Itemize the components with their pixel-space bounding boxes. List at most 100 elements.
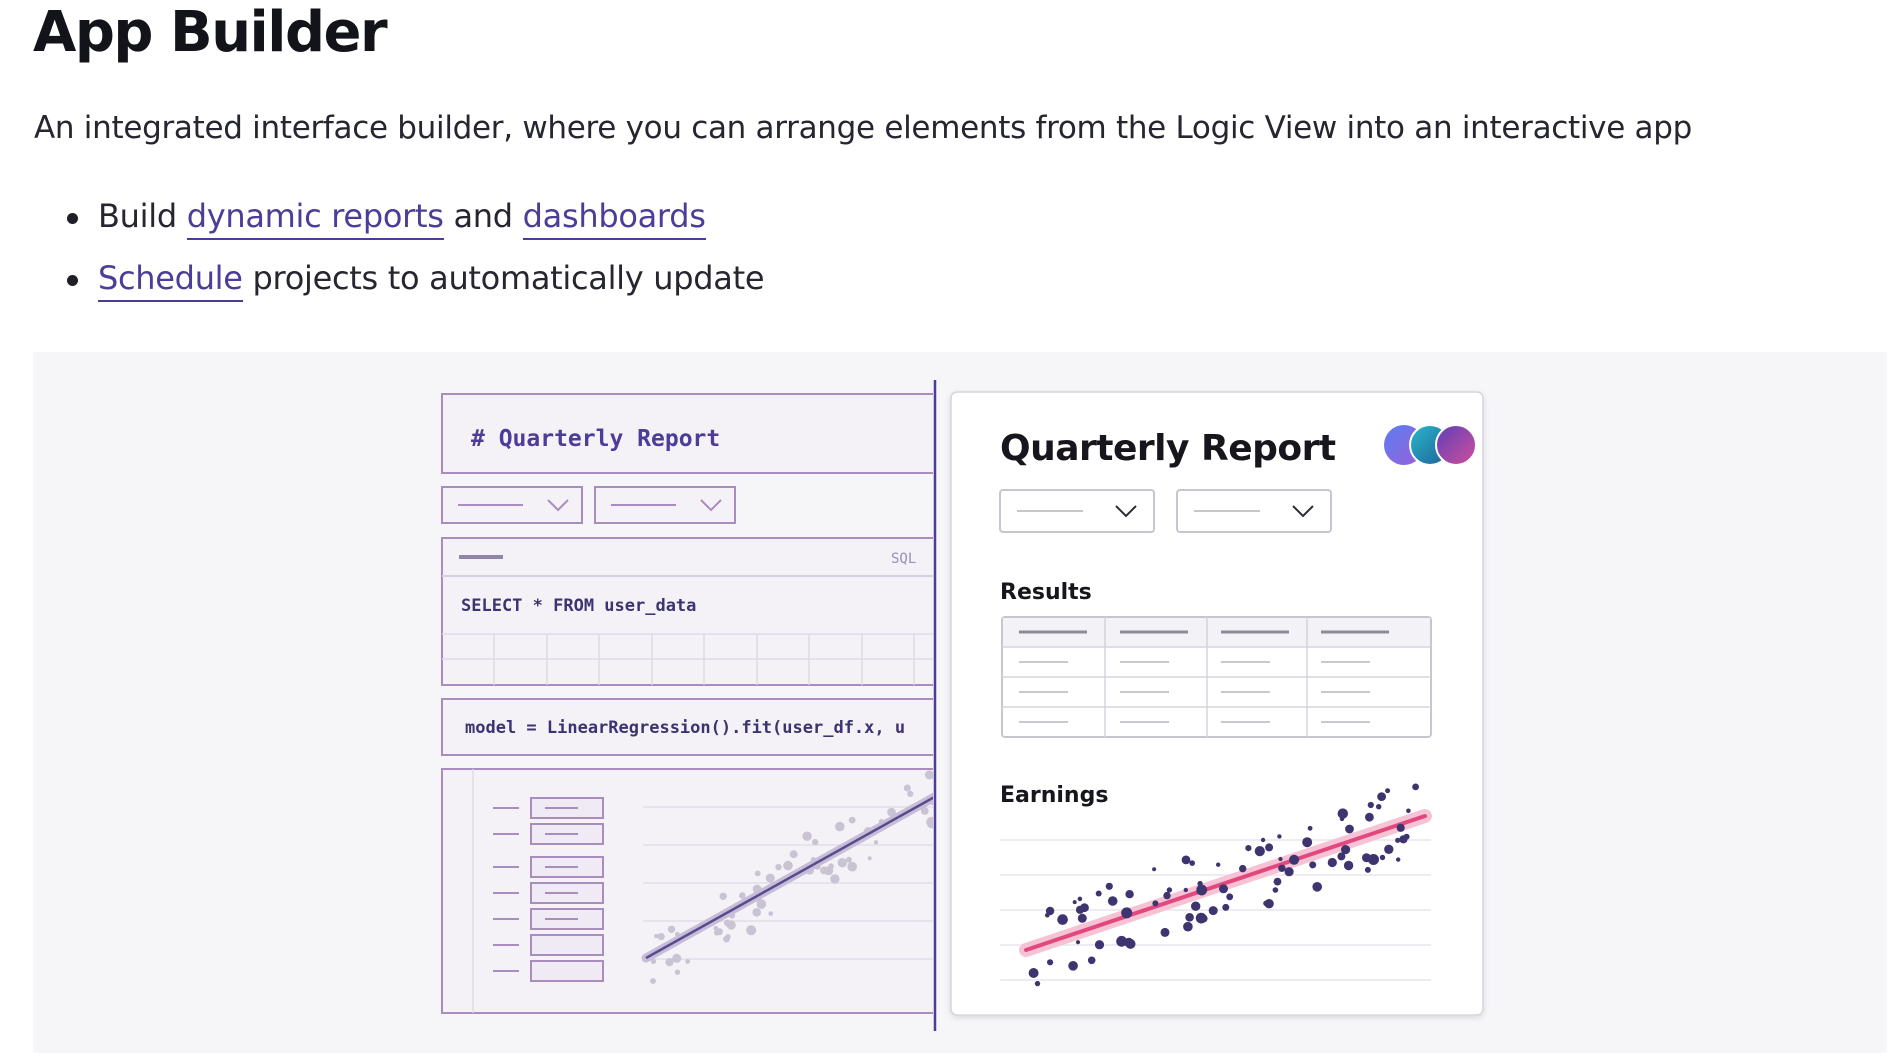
sql-badge: SQL	[891, 551, 916, 567]
scatter-point	[924, 770, 933, 780]
scatter-point	[1302, 837, 1313, 848]
scatter-point	[1365, 812, 1374, 822]
logic-dropdown-1	[441, 486, 583, 524]
scatter-point	[1264, 899, 1274, 909]
scatter-point	[1265, 843, 1274, 852]
scatter-point	[1189, 860, 1195, 866]
scatter-point	[830, 874, 840, 884]
feature-list: Build dynamic reports and dashboards Sch…	[66, 197, 765, 322]
scatter-point	[1219, 884, 1228, 894]
earnings-regression-line	[1024, 814, 1427, 952]
scatter-point	[1396, 857, 1401, 862]
app-dropdown-2[interactable]	[1176, 489, 1332, 533]
chevron-down-icon	[1292, 505, 1314, 518]
scatter-point	[1395, 837, 1401, 843]
scatter-point	[1105, 882, 1113, 890]
scatter-point	[1367, 801, 1374, 809]
chevron-down-icon	[547, 499, 569, 512]
scatter-point	[1163, 891, 1171, 900]
scatter-point	[714, 929, 720, 936]
scatter-point	[1337, 852, 1346, 861]
scatter-point	[674, 969, 681, 975]
scatter-point	[1183, 887, 1189, 893]
scatter-point	[775, 863, 782, 871]
sql-cell: SQL SELECT * FROM user_data	[441, 537, 933, 686]
python-cell: model = LinearRegression().fit(user_df.x…	[441, 698, 933, 756]
scatter-point	[1075, 905, 1085, 914]
scatter-point	[650, 978, 656, 984]
scatter-point	[835, 821, 845, 832]
scatter-point	[1377, 792, 1386, 801]
scatter-point	[848, 816, 856, 824]
scatter-point	[789, 850, 798, 859]
scatter-point	[1278, 856, 1283, 862]
scatter-point	[1107, 896, 1118, 906]
scatter-point	[1196, 884, 1208, 896]
scatter-point	[867, 856, 872, 861]
scatter-point	[1125, 890, 1134, 899]
scatter-point	[1309, 861, 1317, 869]
scatter-point	[1339, 816, 1345, 822]
scatter-point	[1125, 938, 1136, 949]
scatter-point	[828, 863, 834, 869]
scatter-point	[1216, 862, 1221, 867]
scatter-point	[1094, 940, 1105, 950]
table-body-cells	[1019, 661, 1370, 723]
scatter-point	[847, 861, 857, 872]
list-item: Schedule projects to automatically updat…	[66, 259, 765, 302]
scatter-point	[1289, 854, 1300, 865]
scatter-point	[1260, 837, 1266, 843]
scatter-point	[1312, 882, 1322, 892]
scatter-point	[1072, 900, 1077, 905]
scatter-point	[752, 908, 761, 917]
scatter-point	[1166, 887, 1173, 893]
scatter-point	[1191, 901, 1201, 911]
bullet-text: Build	[98, 197, 187, 235]
page-title: App Builder	[33, 0, 388, 65]
scatter-point	[873, 840, 879, 845]
scatter-point	[1095, 890, 1102, 897]
scatter-point	[1183, 921, 1193, 932]
scatter-point	[1278, 864, 1286, 872]
schedule-link[interactable]: Schedule	[98, 259, 243, 302]
scatter-point	[1047, 959, 1054, 966]
scatter-point	[903, 784, 911, 792]
scatter-point	[1384, 844, 1394, 854]
dashboards-link[interactable]: dashboards	[522, 197, 706, 240]
scatter-point	[1273, 877, 1282, 886]
scatter-point	[665, 958, 674, 967]
scatter-point	[1254, 846, 1265, 857]
scatter-point	[1376, 804, 1382, 810]
scatter-point	[1337, 808, 1349, 819]
scatter-point	[739, 892, 746, 899]
scatter-point	[713, 925, 719, 931]
scatter-point	[845, 856, 852, 863]
scatter-point	[887, 807, 896, 817]
scatter-point	[1121, 907, 1133, 919]
chevron-down-icon	[1115, 505, 1137, 518]
scatter-point	[1028, 968, 1039, 978]
results-table	[1001, 616, 1432, 738]
scatter-point	[1245, 845, 1252, 852]
scatter-point	[936, 808, 942, 814]
scatter-point	[1239, 864, 1247, 873]
logic-scatter-points	[650, 763, 945, 984]
scatter-point	[1327, 857, 1337, 868]
scatter-point	[936, 763, 942, 769]
sql-query: SELECT * FROM user_data	[461, 596, 696, 616]
scatter-point	[837, 858, 847, 868]
scatter-point	[1075, 940, 1081, 945]
results-label: Results	[1000, 580, 1092, 605]
dynamic-reports-link[interactable]: dynamic reports	[186, 197, 444, 240]
app-dropdown-1[interactable]	[999, 489, 1155, 533]
scatter-point	[1406, 808, 1411, 814]
scatter-point	[1272, 887, 1279, 893]
list-item: Build dynamic reports and dashboards	[66, 197, 764, 240]
scatter-point	[937, 815, 945, 823]
scatter-point	[1034, 980, 1041, 987]
scatter-point	[754, 870, 761, 877]
scatter-point	[802, 831, 812, 841]
scatter-point	[1362, 853, 1371, 863]
scatter-point	[672, 953, 682, 963]
app-builder-illustration: # Quarterly Report SQL SELECT * FROM use…	[441, 380, 1484, 1031]
